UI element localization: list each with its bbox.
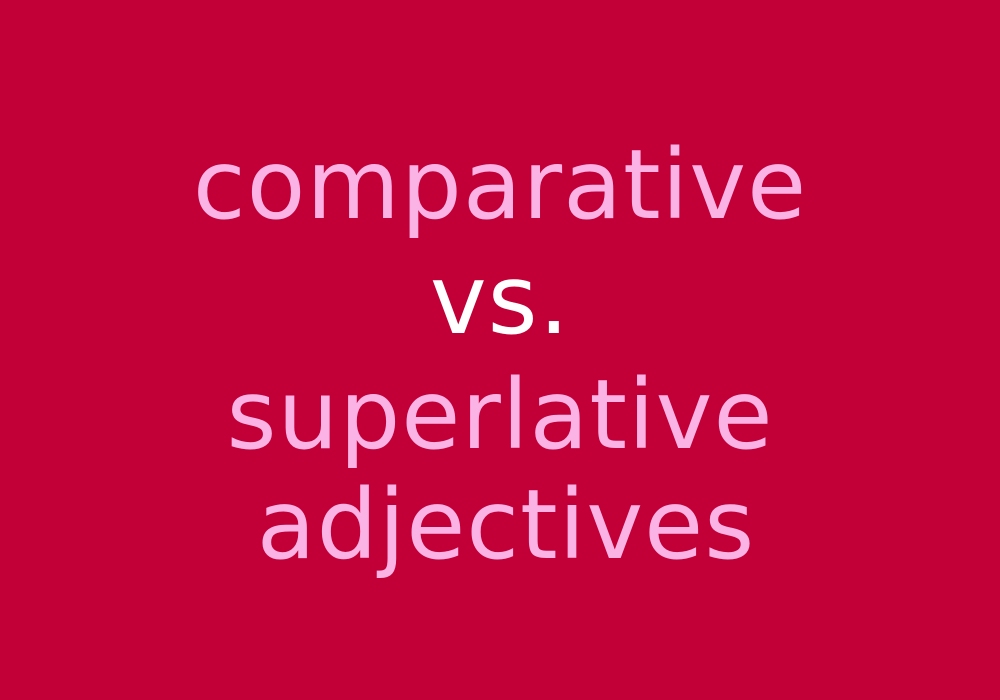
headline-word-adjectives: adjectives bbox=[256, 469, 756, 581]
headline-word-comparative: comparative bbox=[192, 129, 808, 241]
headline-word-vs: vs. bbox=[429, 244, 571, 356]
headline-word-superlative: superlative bbox=[226, 359, 774, 471]
